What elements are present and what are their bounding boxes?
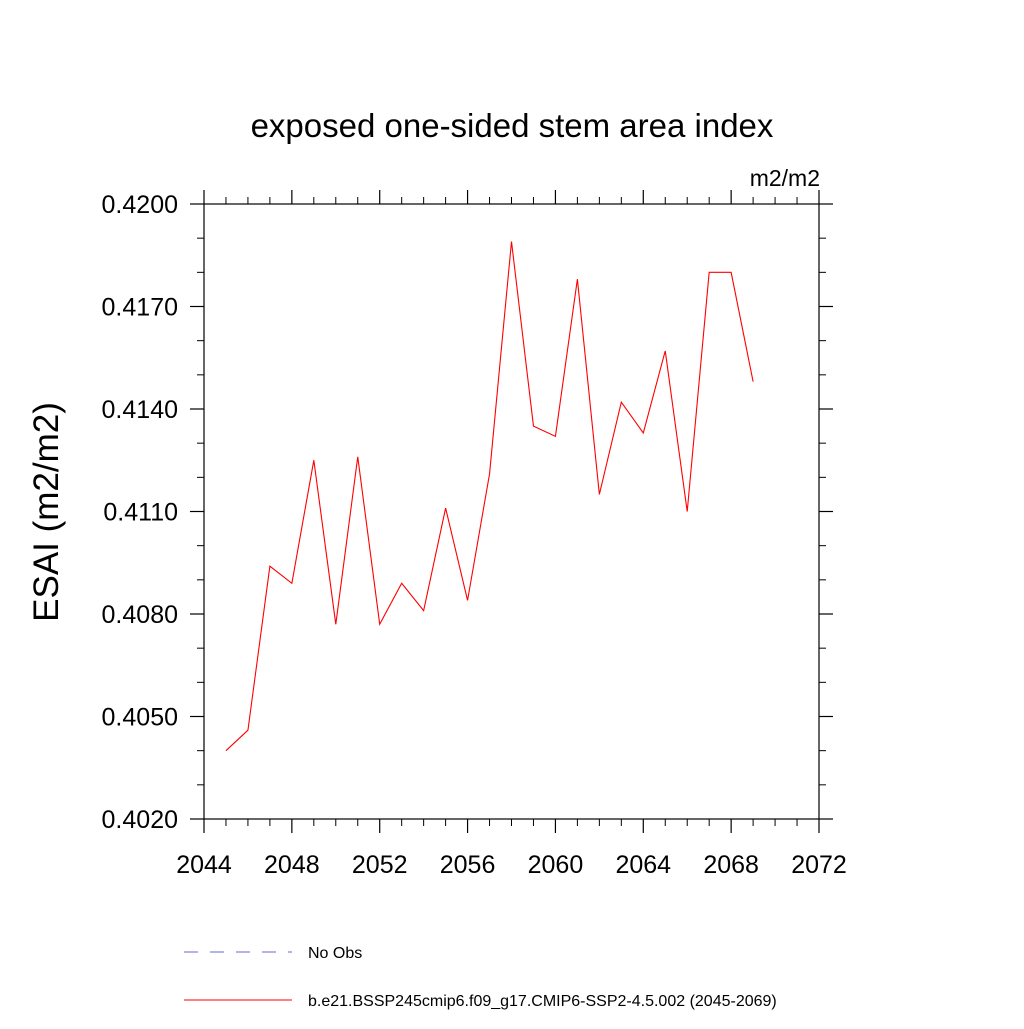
series-layer: [226, 242, 753, 751]
y-tick-label: 0.4110: [103, 499, 178, 527]
series-line: [226, 242, 753, 751]
y-tick-label: 0.4050: [102, 704, 178, 732]
x-tick-label: 2056: [440, 851, 496, 879]
x-tick-label: 2068: [703, 851, 759, 879]
y-axis-label: ESAI (m2/m2): [27, 402, 66, 622]
legend-label: No Obs: [308, 945, 362, 962]
y-tick-label: 0.4020: [102, 806, 178, 834]
legend-label: b.e21.BSSP245cmip6.f09_g17.CMIP6-SSP2-4.…: [308, 993, 777, 1010]
chart-title: exposed one-sided stem area index: [251, 107, 774, 144]
x-tick-label: 2048: [264, 851, 320, 879]
y-tick-label: 0.4170: [102, 294, 178, 322]
y-tick-label: 0.4140: [102, 396, 178, 424]
x-tick-label: 2064: [615, 851, 671, 879]
legend: No Obs b.e21.BSSP245cmip6.f09_g17.CMIP6-S…: [184, 945, 777, 1010]
axis-ticks: [190, 190, 833, 833]
x-tick-label: 2072: [791, 851, 847, 879]
x-tick-label: 2044: [176, 851, 232, 879]
y-tick-label: 0.4080: [102, 601, 178, 629]
units-label: m2/m2: [750, 165, 820, 191]
y-tick-label: 0.4200: [102, 191, 178, 219]
x-tick-label: 2052: [352, 851, 408, 879]
x-tick-label: 2060: [528, 851, 584, 879]
plot-frame: [204, 204, 819, 819]
